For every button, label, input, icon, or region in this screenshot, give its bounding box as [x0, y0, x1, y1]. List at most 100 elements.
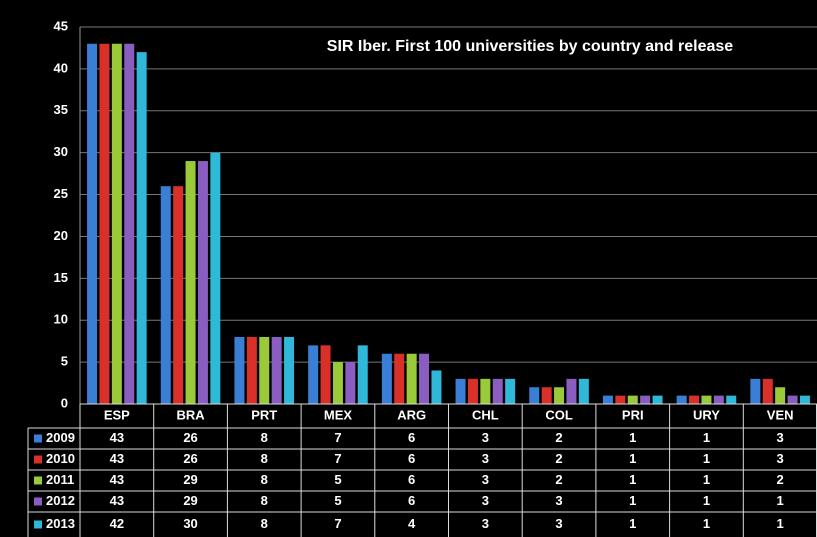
- bar: [271, 336, 282, 404]
- table-cell: 3: [482, 516, 489, 531]
- bar: [652, 395, 663, 404]
- bar: [431, 370, 442, 404]
- bar: [529, 387, 540, 404]
- bar: [419, 353, 430, 404]
- table-cell: 1: [629, 516, 636, 531]
- bar: [320, 345, 331, 404]
- table-cell: 1: [629, 493, 636, 508]
- table-cell: 26: [183, 430, 197, 445]
- bar: [136, 52, 147, 405]
- table-cell: 43: [110, 472, 124, 487]
- table-cell: 29: [183, 472, 197, 487]
- table-cell: 8: [261, 430, 268, 445]
- table-cell: 43: [110, 493, 124, 508]
- y-tick-label: 10: [54, 312, 68, 327]
- bar: [492, 378, 503, 404]
- bar: [210, 152, 221, 404]
- table-cell: 1: [777, 516, 784, 531]
- table-cell: 3: [555, 516, 562, 531]
- bar: [259, 336, 270, 404]
- y-tick-label: 5: [61, 354, 68, 369]
- legend-label: 2009: [46, 430, 75, 445]
- table-cell: 42: [110, 516, 124, 531]
- legend-swatch: [34, 455, 42, 464]
- y-tick-label: 40: [54, 60, 68, 75]
- bar: [627, 395, 638, 404]
- x-tick-label: MEX: [324, 407, 353, 422]
- table-cell: 6: [408, 430, 415, 445]
- bar: [750, 378, 761, 404]
- legend-label: 2013: [46, 516, 75, 531]
- table-cell: 3: [777, 451, 784, 466]
- y-tick-label: 0: [61, 395, 68, 410]
- table-cell: 1: [629, 472, 636, 487]
- bar: [111, 43, 122, 404]
- table-cell: 2: [777, 472, 784, 487]
- x-tick-label: ARG: [397, 407, 426, 422]
- x-tick-label: PRI: [622, 407, 644, 422]
- table-cell: 2: [555, 472, 562, 487]
- bar: [578, 378, 589, 404]
- bar: [615, 395, 626, 404]
- table-cell: 1: [703, 430, 710, 445]
- bar: [246, 336, 257, 404]
- x-tick-label: BRA: [176, 407, 205, 422]
- bar: [87, 43, 98, 404]
- legend-label: 2011: [46, 472, 74, 487]
- table-cell: 26: [183, 451, 197, 466]
- bar: [332, 362, 343, 404]
- bar: [775, 387, 786, 404]
- y-tick-label: 35: [54, 102, 68, 117]
- bar: [602, 395, 613, 404]
- bar: [197, 161, 208, 404]
- y-tick-label: 20: [54, 228, 68, 243]
- bar: [799, 395, 810, 404]
- table-cell: 7: [334, 430, 341, 445]
- bar: [234, 336, 245, 404]
- table-cell: 5: [334, 493, 341, 508]
- bar: [787, 395, 798, 404]
- table-cell: 8: [261, 493, 268, 508]
- table-cell: 3: [482, 493, 489, 508]
- table-cell: 7: [334, 516, 341, 531]
- bar: [308, 345, 319, 404]
- bar: [467, 378, 478, 404]
- chart-title: SIR Iber. First 100 universities by coun…: [327, 38, 733, 55]
- table-cell: 8: [261, 451, 268, 466]
- bar: [640, 395, 651, 404]
- table-cell: 6: [408, 451, 415, 466]
- table-cell: 1: [777, 493, 784, 508]
- bar: [185, 161, 196, 404]
- table-cell: 3: [777, 430, 784, 445]
- bar: [505, 378, 516, 404]
- table-cell: 8: [261, 472, 268, 487]
- bar: [762, 378, 773, 404]
- bar: [345, 362, 356, 404]
- table-cell: 3: [482, 451, 489, 466]
- table-cell: 43: [110, 430, 124, 445]
- bar: [455, 378, 466, 404]
- table-cell: 6: [408, 493, 415, 508]
- table-cell: 1: [703, 493, 710, 508]
- bar: [99, 43, 110, 404]
- bar: [701, 395, 712, 404]
- bar: [689, 395, 700, 404]
- legend-swatch: [34, 476, 42, 485]
- bar: [541, 387, 552, 404]
- bar: [726, 395, 737, 404]
- legend-swatch: [34, 520, 42, 529]
- x-tick-label: PRT: [251, 407, 277, 422]
- x-tick-label: COL: [545, 407, 573, 422]
- table-cell: 5: [334, 472, 341, 487]
- y-tick-label: 25: [54, 186, 68, 201]
- table-cell: 2: [555, 430, 562, 445]
- bar: [124, 43, 135, 404]
- bar: [381, 353, 392, 404]
- legend-label: 2012: [46, 493, 75, 508]
- bar: [566, 378, 577, 404]
- y-tick-label: 45: [54, 18, 68, 33]
- bar: [284, 336, 295, 404]
- bar: [480, 378, 491, 404]
- bar: [554, 387, 565, 404]
